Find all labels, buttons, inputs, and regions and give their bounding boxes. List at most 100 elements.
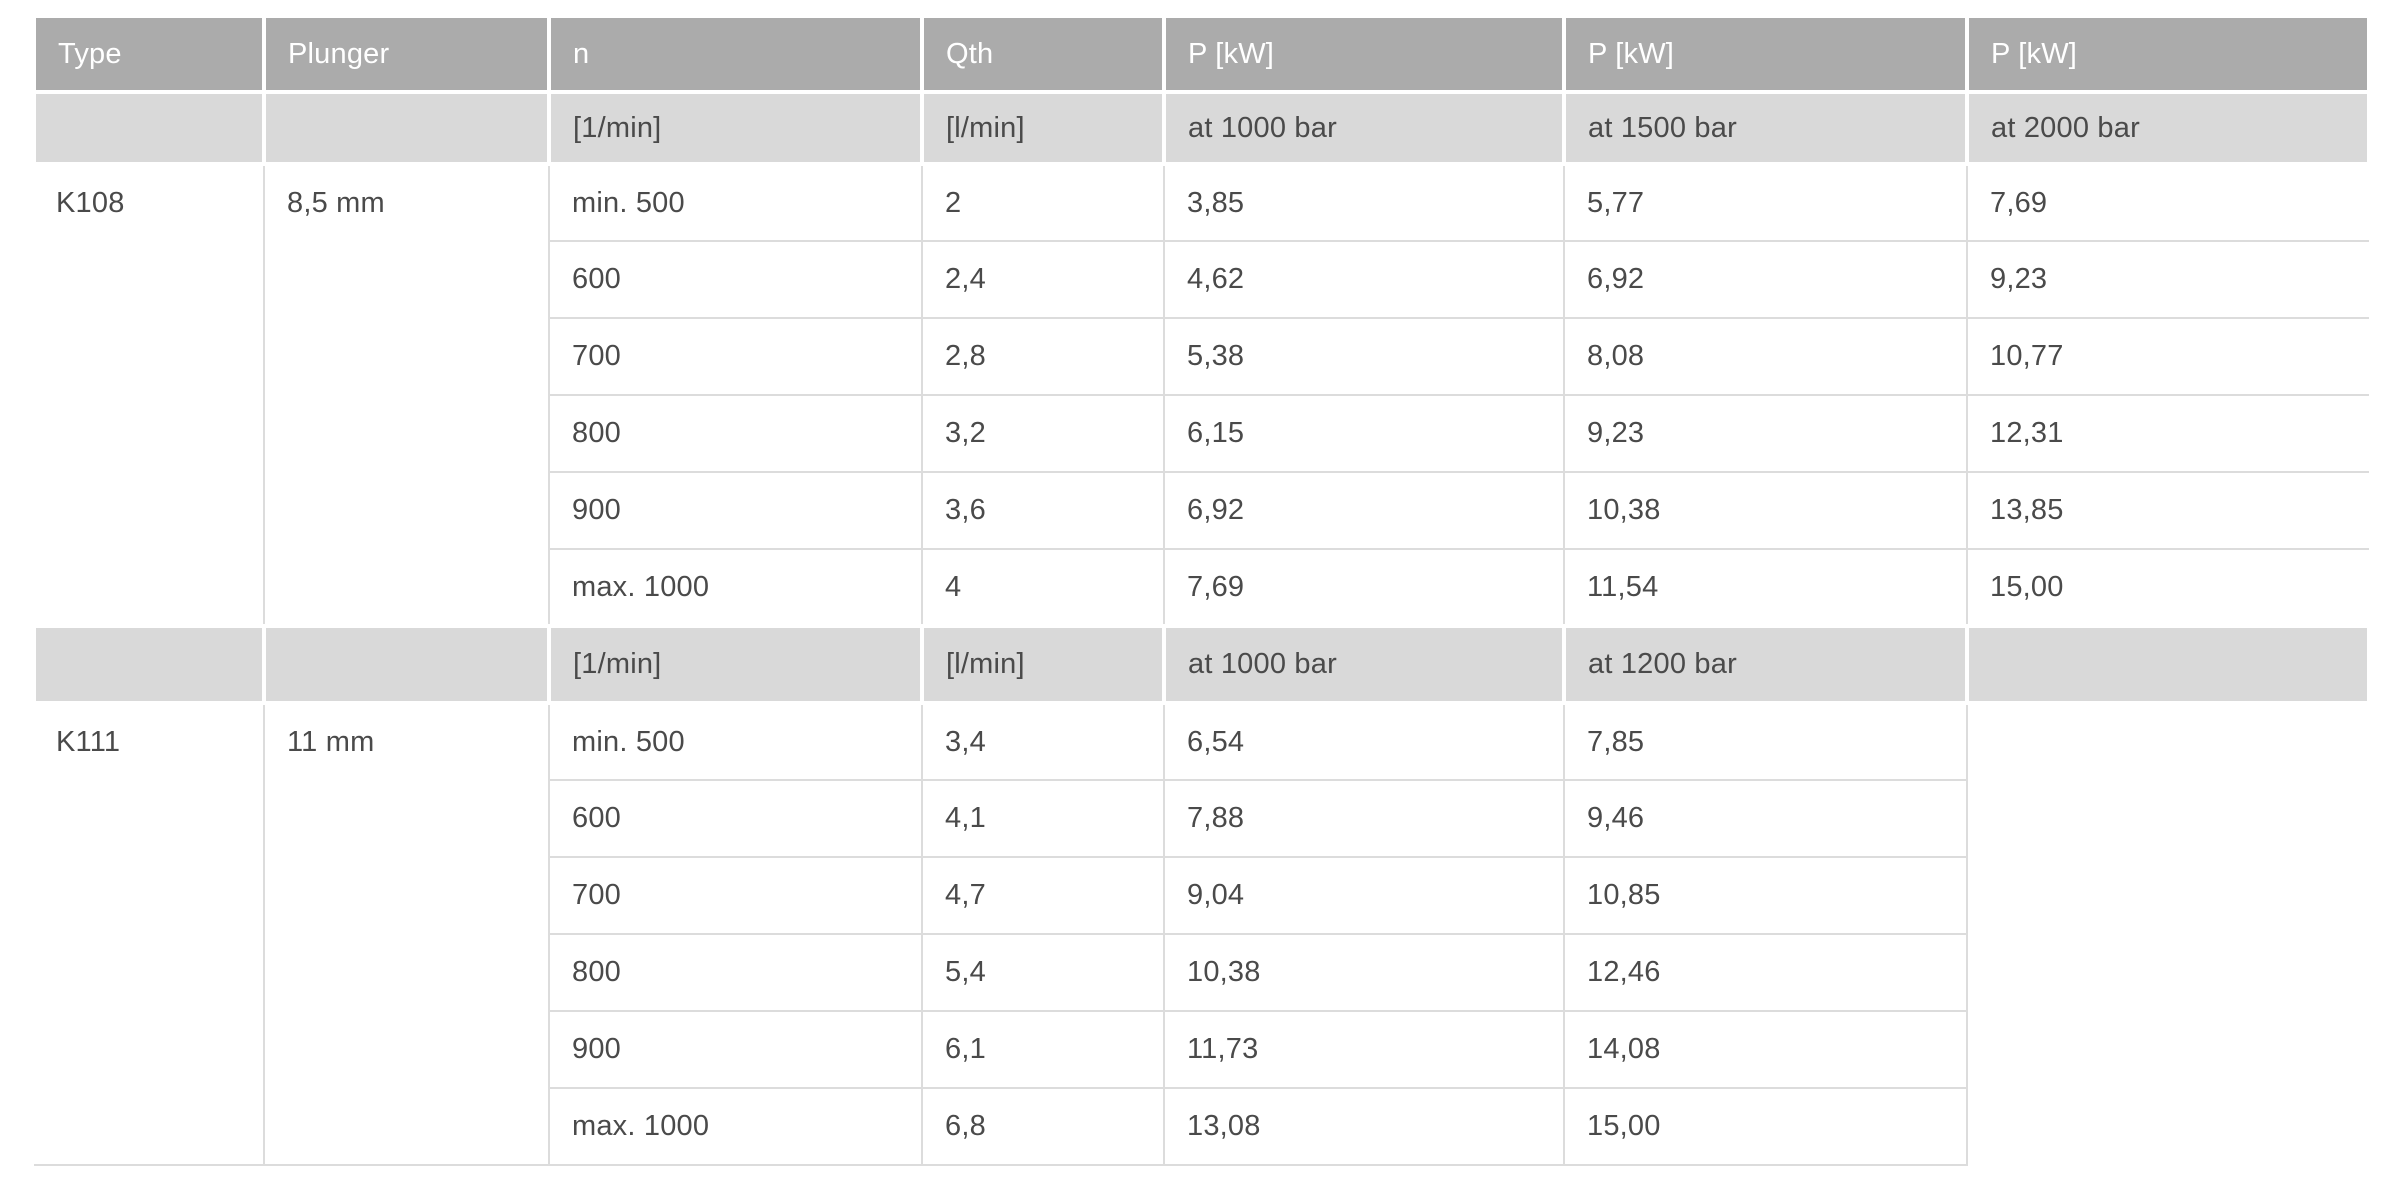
value-cell: 12,46 [1563, 933, 1968, 1012]
value-cell: 6,54 [1163, 702, 1565, 781]
table-row: 700 2,8 5,38 8,08 10,77 [34, 317, 2369, 396]
value-cell: 4 [921, 548, 1165, 627]
column-header-type: Type [32, 14, 266, 94]
value-cell: 900 [548, 1010, 923, 1089]
value-cell: 6,92 [1163, 471, 1565, 550]
value-cell: max. 1000 [548, 548, 923, 627]
pump-spec-table-container: Type Plunger n Qth P [kW] P [kW] P [kW] … [32, 14, 2371, 1166]
empty-cell [1967, 1011, 2369, 1088]
table-row: K111 11 mm min. 500 3,4 6,54 7,85 [34, 702, 2369, 1166]
unit-cell: [l/min] [920, 90, 1166, 166]
value-cell: 13,08 [1163, 1087, 1565, 1166]
value-cell: 700 [548, 317, 923, 396]
table-row: 800 5,4 10,38 12,46 [34, 933, 2369, 1012]
value-cell: 10,38 [1163, 933, 1565, 1012]
value-cell: 6,8 [921, 1087, 1165, 1166]
value-cell: 11,54 [1563, 548, 1968, 627]
value-cell: 2 [921, 163, 1165, 242]
table-header-row: Type Plunger n Qth P [kW] P [kW] P [kW] [32, 14, 2371, 94]
value-cell: 11,73 [1163, 1010, 1565, 1089]
unit-cell-empty [262, 624, 551, 705]
plunger-cell: 11 mm [264, 703, 550, 1166]
value-cell: min. 500 [548, 702, 923, 781]
value-cell: 7,88 [1163, 779, 1565, 858]
value-cell: 2,8 [921, 317, 1165, 396]
value-cell: 4,62 [1163, 240, 1565, 319]
table-row: 800 3,2 6,15 9,23 12,31 [34, 394, 2369, 473]
value-cell: 5,4 [921, 933, 1165, 1012]
value-cell: 15,00 [1966, 548, 2369, 627]
empty-cell [1967, 1088, 2369, 1165]
column-header-n: n [547, 14, 924, 94]
value-cell: 10,38 [1563, 471, 1968, 550]
value-cell: 800 [548, 394, 923, 473]
value-cell: 5,77 [1563, 163, 1968, 242]
value-cell: 9,46 [1563, 779, 1968, 858]
value-cell: 13,85 [1966, 471, 2369, 550]
value-cell: 10,77 [1966, 317, 2369, 396]
value-cell: 2,4 [921, 240, 1165, 319]
value-cell: 4,1 [921, 779, 1165, 858]
value-cell: 8,08 [1563, 317, 1968, 396]
unit-cell: at 1000 bar [1162, 624, 1566, 705]
column-header-p1: P [kW] [1162, 14, 1566, 94]
units-row-k111: [1/min] [l/min] at 1000 bar at 1200 bar [32, 624, 2371, 705]
value-cell: 600 [548, 240, 923, 319]
empty-cell [1967, 780, 2369, 857]
unit-cell: at 1000 bar [1162, 90, 1566, 166]
empty-cell [1967, 703, 2369, 780]
empty-cell [1967, 934, 2369, 1011]
value-cell: 3,6 [921, 471, 1165, 550]
unit-cell-empty [32, 624, 266, 705]
value-cell: 4,7 [921, 856, 1165, 935]
table-row: 600 4,1 7,88 9,46 [34, 779, 2369, 858]
column-header-p2: P [kW] [1562, 14, 1969, 94]
value-cell: max. 1000 [548, 1087, 923, 1166]
value-cell: 3,2 [921, 394, 1165, 473]
column-header-p3: P [kW] [1965, 14, 2371, 94]
value-cell: 9,04 [1163, 856, 1565, 935]
unit-cell [1965, 624, 2371, 705]
unit-cell: [l/min] [920, 624, 1166, 705]
value-cell: 6,92 [1563, 240, 1968, 319]
value-cell: 14,08 [1563, 1010, 1968, 1089]
value-cell: 6,1 [921, 1010, 1165, 1089]
empty-cell [1967, 857, 2369, 934]
value-cell: 9,23 [1563, 394, 1968, 473]
value-cell: 600 [548, 779, 923, 858]
unit-cell: [1/min] [547, 624, 924, 705]
pump-spec-table: Type Plunger n Qth P [kW] P [kW] P [kW] … [32, 14, 2371, 1166]
value-cell: 15,00 [1563, 1087, 1968, 1166]
value-cell: 7,69 [1163, 548, 1565, 627]
unit-cell-empty [32, 90, 266, 166]
table-row: max. 1000 6,8 13,08 15,00 [34, 1087, 2369, 1166]
unit-cell: at 2000 bar [1965, 90, 2371, 166]
column-header-qth: Qth [920, 14, 1166, 94]
value-cell: 700 [548, 856, 923, 935]
value-cell: 5,38 [1163, 317, 1565, 396]
table-row: 900 6,1 11,73 14,08 [34, 1010, 2369, 1089]
value-cell: 800 [548, 933, 923, 1012]
type-cell: K111 [34, 703, 265, 1166]
table-row: max. 1000 4 7,69 11,54 15,00 [34, 548, 2369, 627]
table-row: 700 4,7 9,04 10,85 [34, 856, 2369, 935]
unit-cell: at 1200 bar [1562, 624, 1969, 705]
value-cell: 10,85 [1563, 856, 1968, 935]
unit-cell: at 1500 bar [1562, 90, 1969, 166]
value-cell: 900 [548, 471, 923, 550]
units-row-k108: [1/min] [l/min] at 1000 bar at 1500 bar … [32, 90, 2371, 166]
value-cell: 9,23 [1966, 240, 2369, 319]
value-cell: 3,4 [921, 702, 1165, 781]
unit-cell: [1/min] [547, 90, 924, 166]
table-row: 900 3,6 6,92 10,38 13,85 [34, 471, 2369, 550]
type-cell: K108 [34, 164, 265, 626]
value-cell: 12,31 [1966, 394, 2369, 473]
table-row: 600 2,4 4,62 6,92 9,23 [34, 240, 2369, 319]
column-header-plunger: Plunger [262, 14, 551, 94]
value-cell: 3,85 [1163, 163, 1565, 242]
value-cell: min. 500 [548, 163, 923, 242]
plunger-cell: 8,5 mm [264, 164, 550, 626]
value-cell: 7,69 [1966, 163, 2369, 242]
unit-cell-empty [262, 90, 551, 166]
